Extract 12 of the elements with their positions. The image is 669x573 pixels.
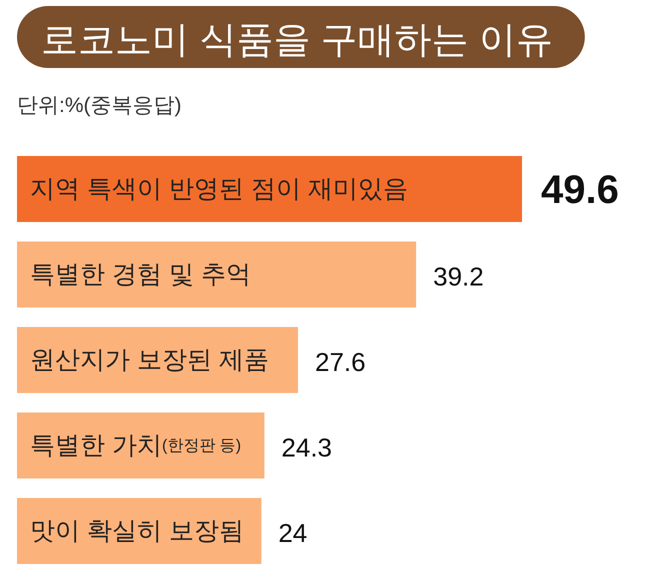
y-tick-label: 원산지가 보장된 제품 — [30, 346, 269, 374]
data-label: 27.6 — [315, 347, 366, 377]
data-label: 49.6 — [541, 168, 619, 212]
subtitle: 단위:%(중복응답) — [17, 94, 182, 117]
y-tick-label: 특별한 가치(한정판 등) — [30, 432, 242, 460]
data-label: 39.2 — [433, 262, 484, 292]
title: 로코노미 식품을 구매하는 이유 — [41, 19, 553, 60]
data-label: 24 — [278, 518, 308, 548]
data-label: 24.3 — [281, 432, 332, 462]
y-tick-label: 특별한 경험 및 추억 — [30, 260, 251, 288]
y-tick-label: 지역 특색이 반영된 점이 재미있음 — [30, 175, 408, 203]
y-tick-label: 맛이 확실히 보장됨 — [30, 517, 244, 545]
